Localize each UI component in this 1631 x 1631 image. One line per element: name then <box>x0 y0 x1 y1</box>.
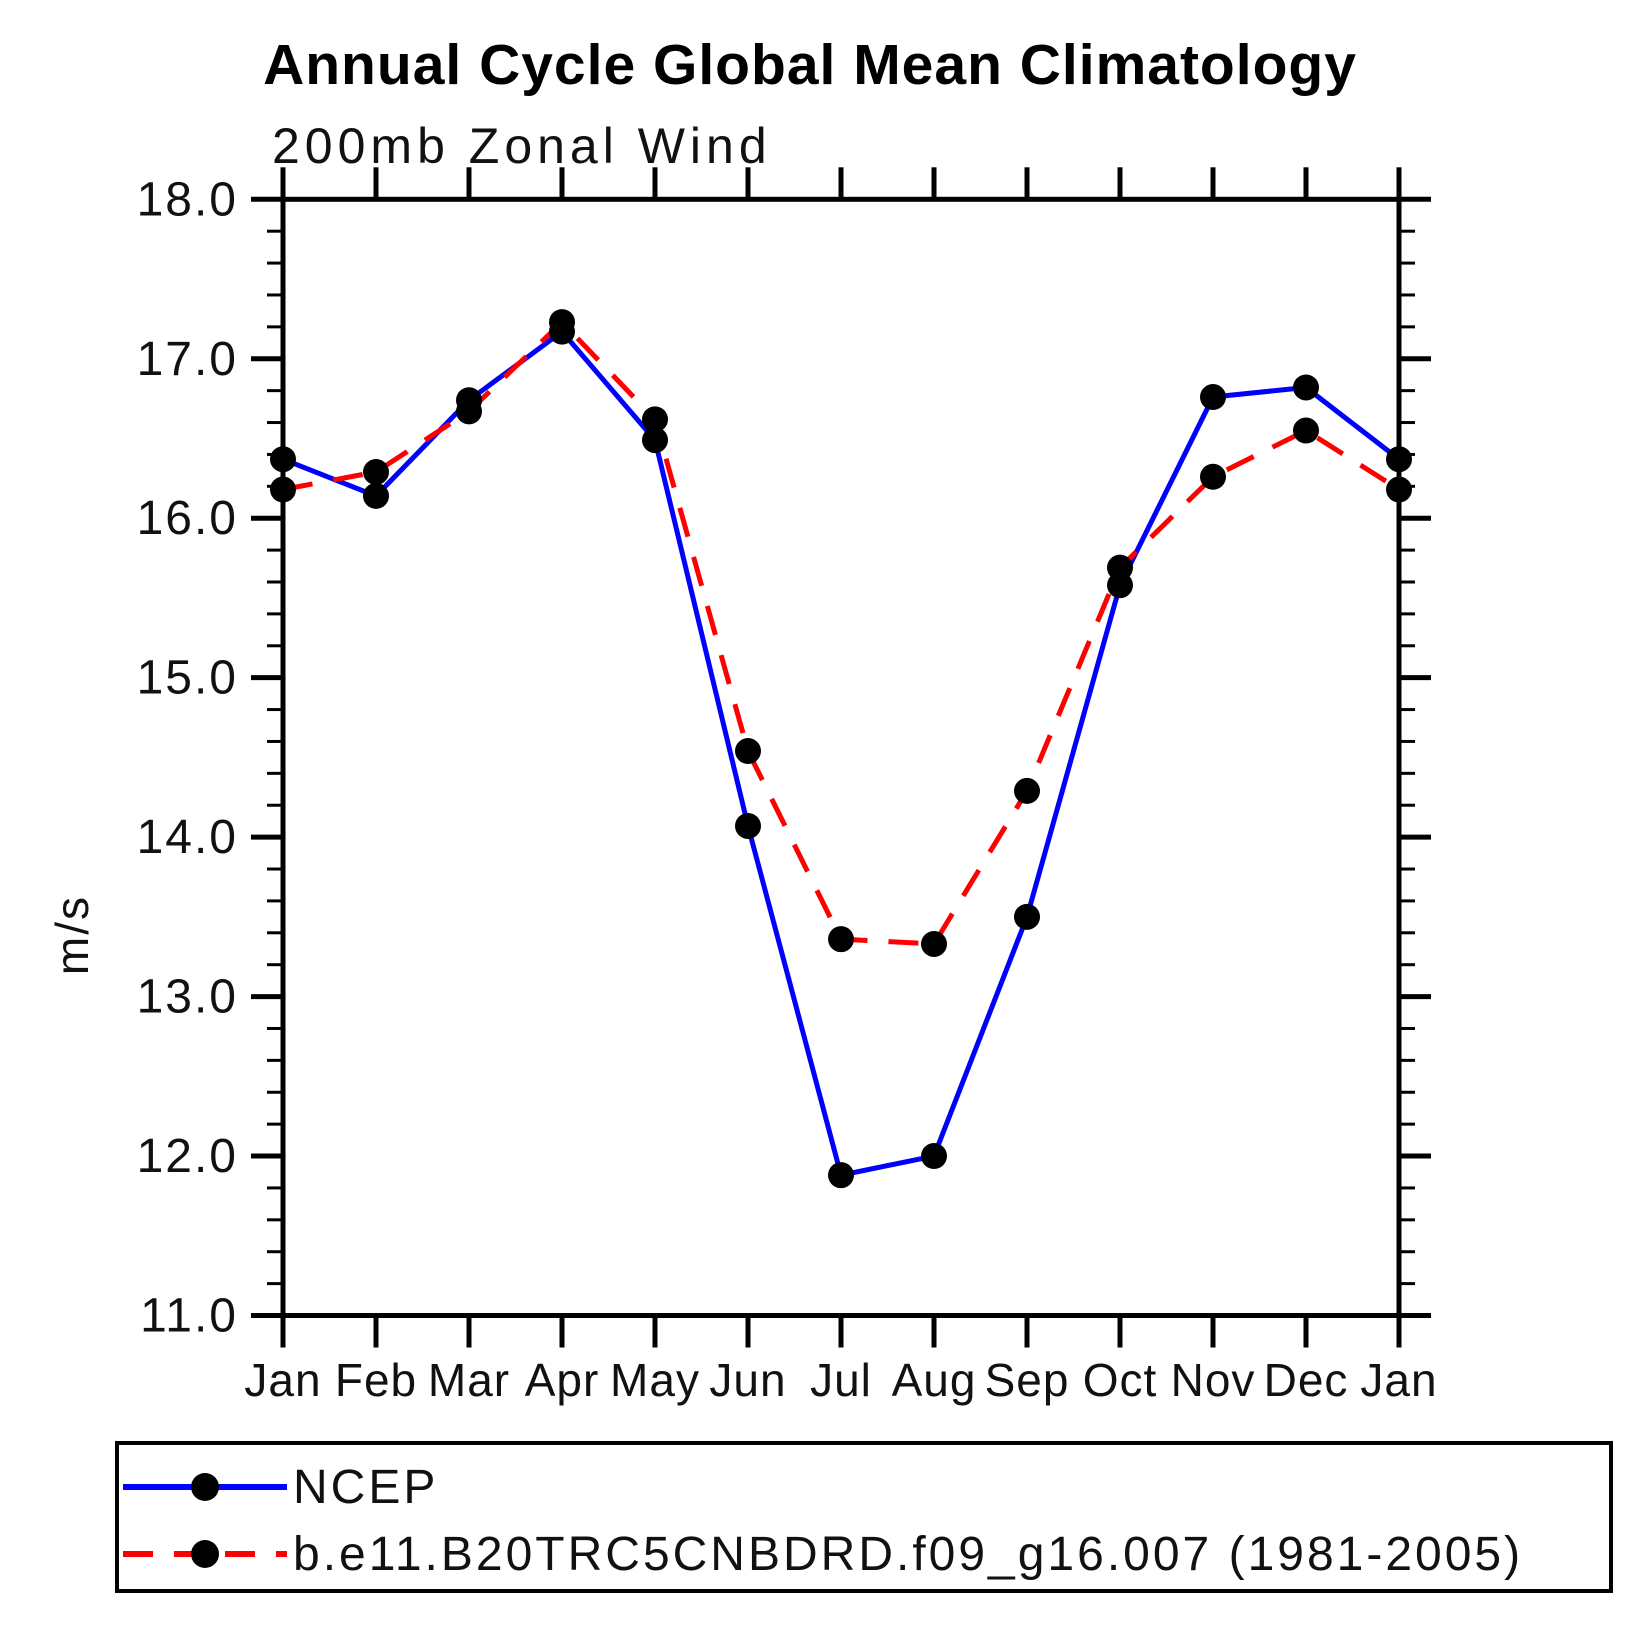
axes <box>251 167 1431 1348</box>
data-point-marker <box>1200 463 1226 490</box>
y-tick-label: 17.0 <box>137 333 238 386</box>
legend-box <box>115 1441 1613 1593</box>
x-tick-label: Aug <box>892 1354 977 1406</box>
x-tick-label: Apr <box>525 1354 600 1406</box>
data-markers <box>270 309 1412 1189</box>
x-tick-label: Dec <box>1264 1354 1349 1406</box>
data-point-marker <box>363 458 389 485</box>
y-tick-label: 15.0 <box>137 652 238 705</box>
ncep-line <box>282 328 1401 1179</box>
data-point-marker <box>642 427 668 454</box>
x-tick-label: Oct <box>1083 1354 1158 1406</box>
data-point-marker <box>735 812 761 839</box>
data-point-marker <box>1293 374 1319 401</box>
data-point-marker <box>1293 417 1319 444</box>
data-point-marker <box>828 1162 854 1189</box>
x-tick-label: Jul <box>810 1354 872 1406</box>
chart-title: Annual Cycle Global Mean Climatology <box>263 33 1357 97</box>
x-tick-label: Sep <box>985 1354 1070 1406</box>
data-point-marker <box>270 446 296 473</box>
y-tick-label: 14.0 <box>137 811 238 864</box>
data-point-marker <box>549 309 575 336</box>
chart-subtitle: 200mb Zonal Wind <box>272 118 772 174</box>
x-tick-label: Jun <box>709 1354 786 1406</box>
y-tick-label: 11.0 <box>140 1290 238 1343</box>
y-tick-labels: 11.0 12.0 13.0 14.0 15.0 16.0 17.0 18.0 <box>137 173 238 1343</box>
x-tick-label: Feb <box>335 1354 417 1406</box>
data-point-marker <box>642 406 668 433</box>
legend-label: b.e11.B20TRC5CNBDRD.f09_g16.007 (1981-20… <box>293 1528 1523 1581</box>
y-tick-label: 13.0 <box>137 971 238 1024</box>
legend: NCEP b.e11.B20TRC5CNBDRD.f09_g16.007 (198… <box>115 1441 1613 1593</box>
y-tick-label: 16.0 <box>137 492 238 545</box>
x-tick-label: Mar <box>428 1354 510 1406</box>
data-point-marker <box>456 398 482 425</box>
data-point-marker <box>1200 384 1226 411</box>
x-tick-label: Jan <box>1360 1354 1437 1406</box>
legend-label: NCEP <box>293 1461 438 1514</box>
data-point-marker <box>1107 554 1133 581</box>
legend-marker <box>191 1540 219 1568</box>
data-point-marker <box>1386 476 1412 503</box>
legend-marker <box>191 1473 219 1501</box>
x-tick-label: Nov <box>1171 1354 1256 1406</box>
data-point-marker <box>270 476 296 503</box>
y-tick-label: 18.0 <box>137 173 238 226</box>
data-series <box>282 318 1401 1179</box>
plot-box <box>280 196 1402 1318</box>
data-point-marker <box>735 738 761 765</box>
data-point-marker <box>921 930 947 957</box>
x-tick-label: Jan <box>244 1354 321 1406</box>
data-point-marker <box>363 482 389 509</box>
y-axis-label: m/s <box>46 895 98 975</box>
x-tick-label: May <box>610 1354 700 1406</box>
data-point-marker <box>1014 777 1040 804</box>
data-point-marker <box>921 1143 947 1170</box>
data-point-marker <box>1014 903 1040 930</box>
data-point-marker <box>1386 446 1412 473</box>
y-tick-label: 12.0 <box>137 1130 238 1183</box>
x-tick-labels: Jan Feb Mar Apr May Jun Jul Aug Sep Oct Nov Dec Jan <box>244 1354 1437 1406</box>
model-line <box>282 318 1401 947</box>
data-point-marker <box>828 926 854 953</box>
